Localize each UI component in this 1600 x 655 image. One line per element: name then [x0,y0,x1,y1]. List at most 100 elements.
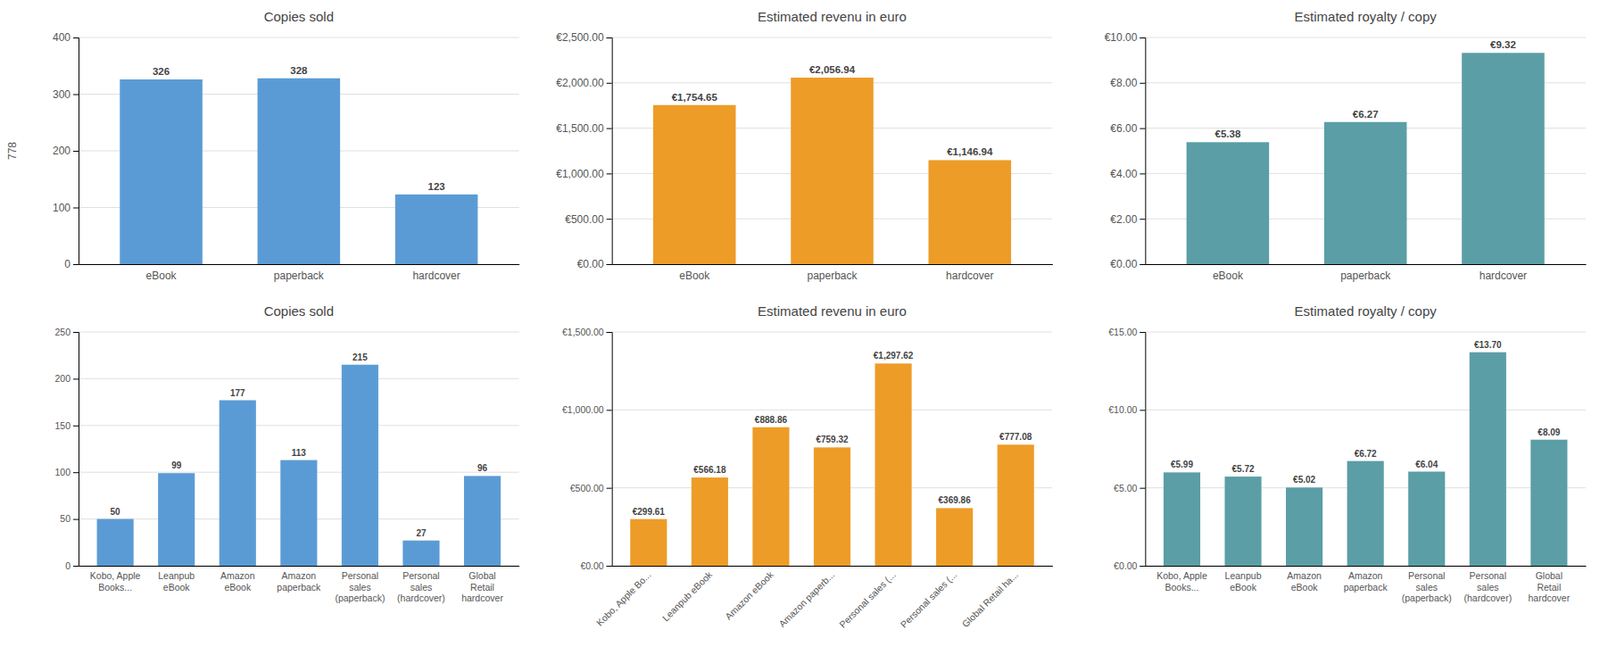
grid-line [1144,331,1586,333]
grid [612,37,1053,265]
x-tick-label-line: sales [410,581,433,593]
y-axis-line [606,38,614,266]
bar [1163,472,1201,566]
x-tick-label-line: Amazon [220,570,256,581]
x-tick: eBook [1212,269,1244,282]
x-tick-label-line: hardcover [1528,592,1571,604]
y-tick-label: 300 [52,88,71,101]
chart-title: Estimated royalty / copy [1294,303,1438,319]
y-tick-mark [1139,218,1145,220]
data-label: €9.32 [1490,39,1517,50]
x-tick-label: hardcover [945,269,994,282]
y-tick: 50 [59,513,79,524]
y-tick-mark [1139,409,1145,411]
y-tick-label: €1,000.00 [562,404,605,415]
y-tick-label: €15.00 [1108,326,1137,338]
bar [790,77,874,265]
y-tick-mark [606,488,613,490]
x-tick-label: hardcover [1479,269,1527,282]
y-tick-label: €4.00 [1110,167,1137,181]
x-tick: Amazonpaperback [276,570,322,592]
x-tick-label-line: Kobo, Apple [90,570,141,581]
x-tick-label: LeanpubeBook [157,570,195,592]
x-tick: hardcover [1479,269,1527,282]
y-tick-mark [73,264,79,266]
y-tick: €500.00 [564,213,612,226]
bar [219,400,257,566]
x-tick-label-line: sales [1476,581,1500,593]
y-tick-mark [73,37,79,39]
x-tick-label-line: eBook [1291,581,1319,593]
y-tick-label: €2.00 [1110,213,1137,226]
x-tick-label-line: eBook [223,581,252,593]
data-label: €888.86 [754,414,788,425]
x-tick-label-line: Personal [341,570,379,581]
data-label: 27 [415,528,427,539]
chart-panel: Kobo, AppleBooks...LeanpubeBookAmazoneBo… [1108,303,1586,604]
y-tick-label: €2,000.00 [555,76,605,90]
y-tick: €0.00 [1113,560,1145,572]
data-labels: €5.38€6.27€9.32 [1215,39,1517,140]
y-tick: €0.00 [1110,257,1145,271]
bar [1224,476,1261,566]
y-tick-mark [73,425,79,427]
x-tick-label-line: Kobo, Apple [1156,570,1208,581]
x-tick-label: AmazoneBook [1286,570,1322,592]
bar [1324,122,1408,265]
chart-panel: eBookpaperbackhardcover€0.00€2.00€4.00€6… [1104,8,1587,282]
y-tick-label: €6.00 [1110,122,1137,135]
chart-title: Estimated royalty / copy [1294,8,1438,25]
bar [1408,472,1445,566]
x-tick-label-line: (hardcover) [397,592,446,604]
y-tick-mark [73,378,79,380]
y-tick-mark [73,207,79,209]
grid-line [1144,37,1586,39]
y-axis: 0100200300400 [52,31,80,271]
x-tick-label: Amazon eBook [722,568,776,622]
y-tick: 100 [54,466,79,478]
bar [119,79,203,265]
x-tick-label-line: Books... [1165,581,1200,593]
y-tick-mark [606,128,613,130]
bar [653,105,737,265]
x-tick-label: Kobo, AppleBooks... [90,570,141,592]
data-label: 50 [110,506,122,517]
y-tick: €15.00 [1108,326,1145,338]
bar [936,507,973,566]
bars [1186,52,1545,265]
x-axis-line [1145,264,1587,266]
x-tick-label: Personal sales (... [837,569,898,631]
x-tick: Personal sales (... [837,569,898,631]
x-axis-line [79,565,521,567]
bars [630,363,1035,566]
x-tick: AmazoneBook [220,570,256,592]
x-tick-label-line: Retail [470,581,495,593]
y-tick: €2,000.00 [555,76,612,90]
x-tick-label-line: Retail [1536,581,1561,593]
x-tick: Leanpub eBook [660,568,715,623]
grid-line [78,424,520,426]
bar [928,159,1012,265]
bar [402,540,440,566]
y-tick: €2,500.00 [555,31,612,44]
x-tick-label-line: Amazon [1286,570,1322,581]
y-tick-mark [606,264,613,266]
x-tick-label: Personalsales(paperback) [1401,570,1452,603]
y-tick-mark [1139,331,1145,333]
chart-title: Estimated revenu in euro [757,303,907,319]
x-tick: Kobo, AppleBooks... [1156,570,1208,592]
bar [752,427,789,566]
x-tick-label-line: Amazon [281,570,317,581]
grid-line [78,378,520,380]
x-axis-line [612,264,1053,266]
x-tick-label-line: hardcover [461,592,504,604]
y-tick-mark [1139,128,1145,130]
y-tick-label: €0.00 [1110,257,1137,271]
data-label: €566.18 [693,464,727,475]
x-tick: Personalsales(paperback) [334,570,385,603]
data-label: 215 [352,352,368,363]
x-tick: Amazon paperb... [776,569,837,630]
data-label: 99 [171,460,183,471]
bar [395,194,479,265]
x-tick: eBook [679,269,711,282]
